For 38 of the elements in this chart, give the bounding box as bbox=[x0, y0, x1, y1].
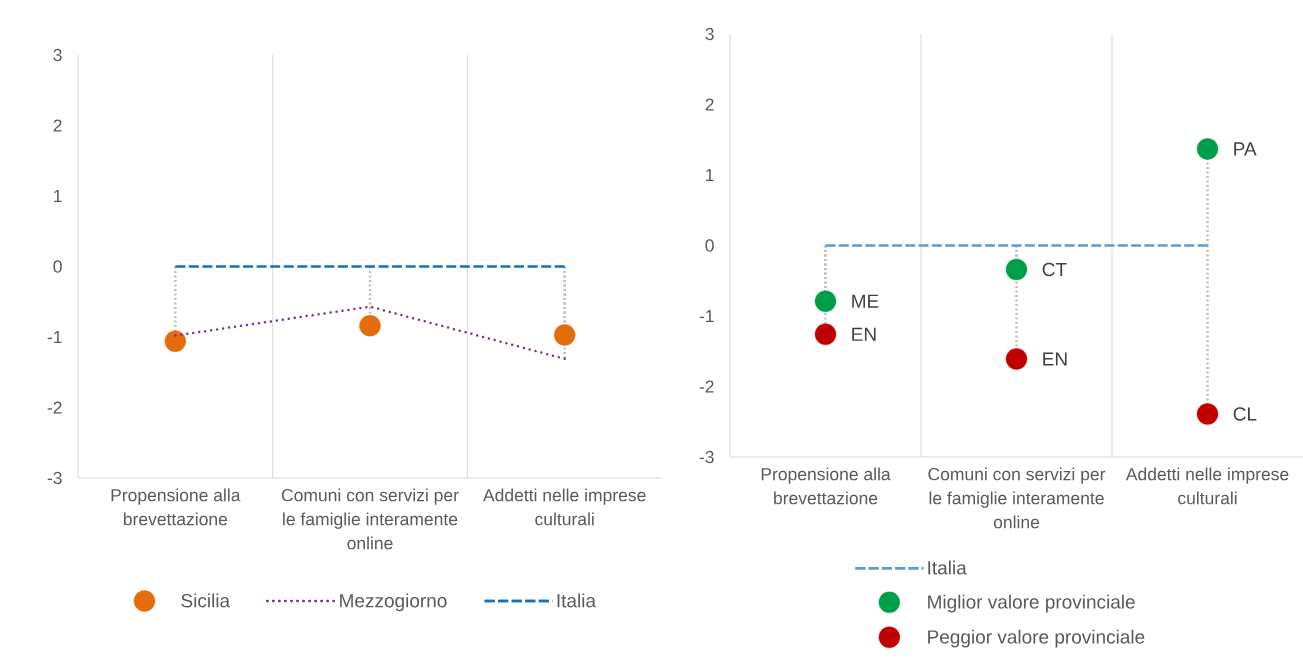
data-label: CL bbox=[1233, 407, 1257, 421]
legend-label: Italia bbox=[928, 560, 967, 575]
point bbox=[1196, 403, 1219, 425]
y-tick-label: -1 bbox=[47, 330, 62, 344]
legend-label: Italia bbox=[557, 593, 596, 608]
data-label: EN bbox=[852, 327, 876, 341]
y-tick-label: 0 bbox=[53, 260, 62, 273]
x-tick-label: Comuni con servizi per le famiglie interamente online bbox=[281, 488, 459, 550]
x-tick-label: Addetti nelle imprese culturali bbox=[482, 488, 646, 526]
data-label: PA bbox=[1234, 142, 1257, 156]
y-tick-label: 3 bbox=[705, 27, 714, 41]
y-tick-label: -2 bbox=[699, 380, 714, 393]
y-tick-label: 1 bbox=[706, 168, 714, 182]
point bbox=[814, 323, 837, 346]
data-label: EN bbox=[1043, 352, 1067, 366]
y-tick-label: -3 bbox=[699, 450, 714, 464]
y-tick-label: 1 bbox=[54, 189, 62, 203]
legend-label: Peggior valore provinciale bbox=[928, 629, 1145, 648]
x-tick-label: Propensione alla brevettazione bbox=[761, 467, 891, 505]
point bbox=[1005, 348, 1028, 370]
data-label: ME bbox=[852, 294, 879, 308]
y-tick-label: -3 bbox=[47, 471, 62, 485]
legend-label: Miglior valore provinciale bbox=[928, 594, 1135, 613]
point bbox=[1005, 258, 1028, 281]
x-tick-label: Propensione alla brevettazione bbox=[111, 488, 241, 526]
y-tick-label: -2 bbox=[47, 401, 62, 414]
y-tick-label: 2 bbox=[705, 98, 714, 111]
x-tick-label: Comuni con servizi per le famiglie interamente online bbox=[928, 467, 1106, 529]
y-tick-label: -1 bbox=[699, 309, 714, 323]
data-label: CT bbox=[1042, 262, 1067, 277]
y-tick-label: 0 bbox=[705, 239, 714, 252]
y-tick-label: 2 bbox=[53, 119, 62, 132]
x-tick-label: Addetti nelle imprese culturali bbox=[1125, 467, 1289, 505]
legend-label: Sicilia bbox=[181, 593, 231, 608]
point bbox=[1196, 138, 1219, 160]
legend-label: Mezzogiorno bbox=[340, 593, 447, 612]
point bbox=[814, 290, 837, 312]
y-tick-label: 3 bbox=[53, 48, 62, 62]
